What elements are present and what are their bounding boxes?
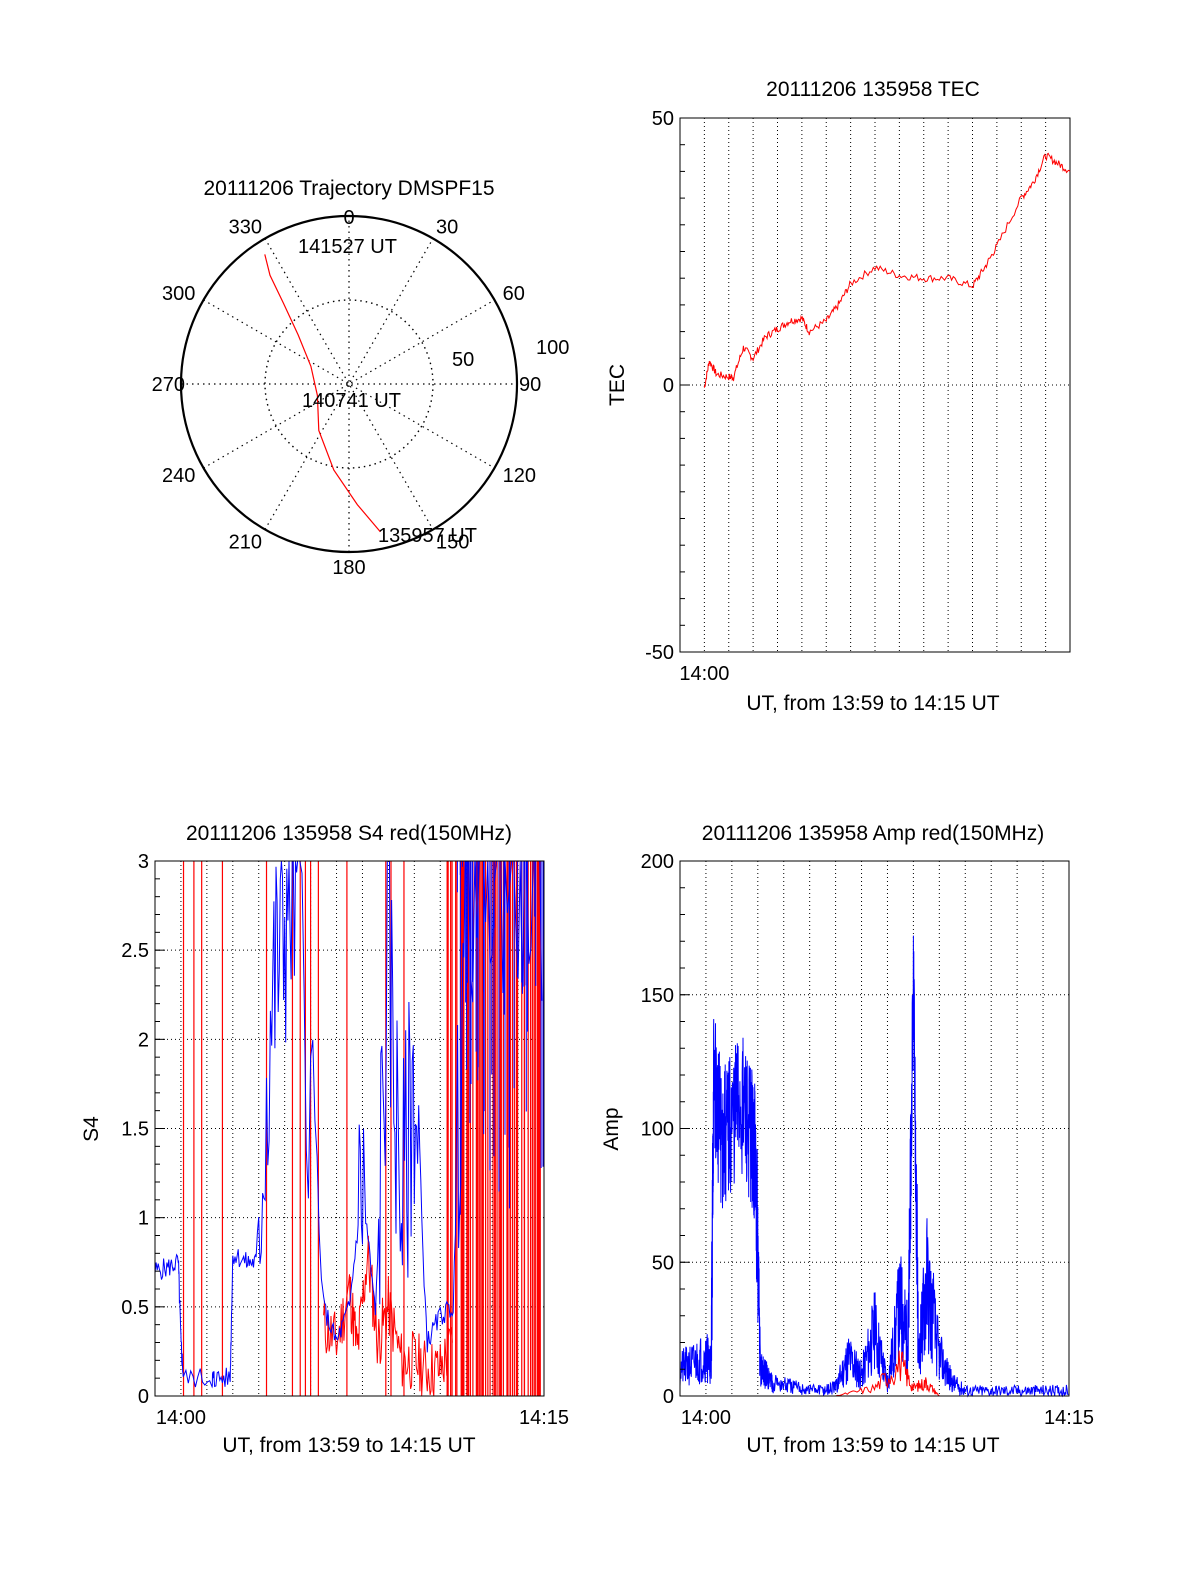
x-tick-label: 14:00	[681, 1407, 731, 1429]
amp-panel: 20111206 135958 Amp red(150MHz) 0 50 100 15…	[600, 822, 1094, 1457]
trajectory-end-label: 141527 UT	[298, 236, 397, 258]
s4-title: 20111206 135958 S4 red(150MHz)	[186, 822, 512, 845]
s4-tick-labels: 0 0.5 1 1.5 2 2.5 3 14:00 14:15	[121, 851, 569, 1429]
y-tick-label: -50	[645, 642, 674, 664]
y-tick-label: 150	[641, 985, 674, 1007]
radius-label-100: 100	[536, 337, 569, 359]
amp-series	[679, 935, 1069, 1398]
s4-series	[154, 860, 544, 1397]
polar-inner-ring	[264, 299, 434, 469]
trajectory-track	[264, 254, 381, 533]
s4-ylabel: S4	[80, 1116, 103, 1142]
polar-azimuth-label: 300	[162, 283, 195, 305]
radius-label-50: 50	[452, 349, 474, 371]
polar-azimuth-label: 30	[436, 216, 458, 238]
amp-title: 20111206 135958 Amp red(150MHz)	[702, 822, 1044, 845]
red-series-line	[323, 1235, 453, 1397]
polar-azimuth-label: 270	[152, 374, 185, 396]
y-tick-label: 2.5	[121, 940, 149, 962]
x-tick-label: 14:15	[1044, 1407, 1094, 1429]
polar-spoke	[264, 238, 434, 530]
y-tick-label: 0	[663, 1386, 674, 1408]
x-tick-label: 14:15	[519, 1407, 569, 1429]
x-tick-label: 14:00	[156, 1407, 206, 1429]
polar-azimuth-label: 210	[229, 532, 262, 554]
s4-panel: 20111206 135958 S4 red(150MHz) 0 0.5 1 1.5 2…	[80, 822, 569, 1457]
polar-spoke	[264, 238, 434, 530]
tec-title: 20111206 135958 TEC	[766, 78, 980, 101]
y-tick-label: 50	[652, 108, 674, 130]
trajectory-title: 20111206 Trajectory DMSPF15	[203, 177, 494, 200]
tec-series-line	[703, 152, 1071, 388]
polar-spoke	[203, 299, 495, 469]
polar-azimuth-label: 150	[436, 532, 469, 554]
y-tick-label: 0	[138, 1386, 149, 1408]
x-tick-label: 14:00	[679, 663, 729, 685]
y-tick-label: 3	[138, 851, 149, 873]
y-tick-label: 1.5	[121, 1119, 149, 1141]
blue-series-line	[679, 935, 1069, 1398]
polar-azimuth-label: 240	[162, 465, 195, 487]
blue-series-line	[154, 860, 543, 1389]
tec-panel: 20111206 135958 TEC -50 0 50 14:00 TEC UT, …	[606, 78, 1071, 715]
y-tick-label: 0.5	[121, 1297, 149, 1319]
polar-azimuth-label: 90	[519, 374, 541, 396]
trajectory-panel: 20111206 Trajectory DMSPF15 0 30 60 90 120 15…	[152, 177, 570, 579]
polar-azimuth-label: 330	[229, 216, 262, 238]
y-tick-label: 0	[663, 375, 674, 397]
amp-tick-labels: 0 50 100 150 200 14:00 14:15	[641, 851, 1094, 1429]
polar-azimuth-labels: 0 30 60 90 120 150 180 210 240 270 300 330	[152, 207, 542, 579]
polar-spoke	[203, 299, 495, 469]
trajectory-start-label: 135957 UT	[378, 525, 477, 547]
y-tick-label: 50	[652, 1252, 674, 1274]
polar-azimuth-label: 0	[343, 207, 354, 229]
tec-ylabel: TEC	[606, 364, 629, 406]
polar-azimuth-label: 180	[332, 557, 365, 579]
tec-grid	[680, 118, 1070, 652]
polar-azimuth-label: 120	[503, 465, 536, 487]
polar-azimuth-label: 60	[503, 283, 525, 305]
polar-grid	[179, 214, 519, 554]
y-tick-label: 100	[641, 1119, 674, 1141]
amp-xlabel: UT, from 13:59 to 14:15 UT	[746, 1434, 999, 1457]
tec-tick-labels: -50 0 50 14:00	[645, 108, 729, 685]
amp-ylabel: Amp	[600, 1107, 623, 1150]
y-tick-label: 200	[641, 851, 674, 873]
tec-xlabel: UT, from 13:59 to 14:15 UT	[746, 692, 999, 715]
trajectory-mid-label: 140741 UT	[302, 390, 401, 412]
y-tick-label: 2	[138, 1029, 149, 1051]
y-tick-label: 1	[138, 1208, 149, 1230]
s4-xlabel: UT, from 13:59 to 14:15 UT	[222, 1434, 475, 1457]
